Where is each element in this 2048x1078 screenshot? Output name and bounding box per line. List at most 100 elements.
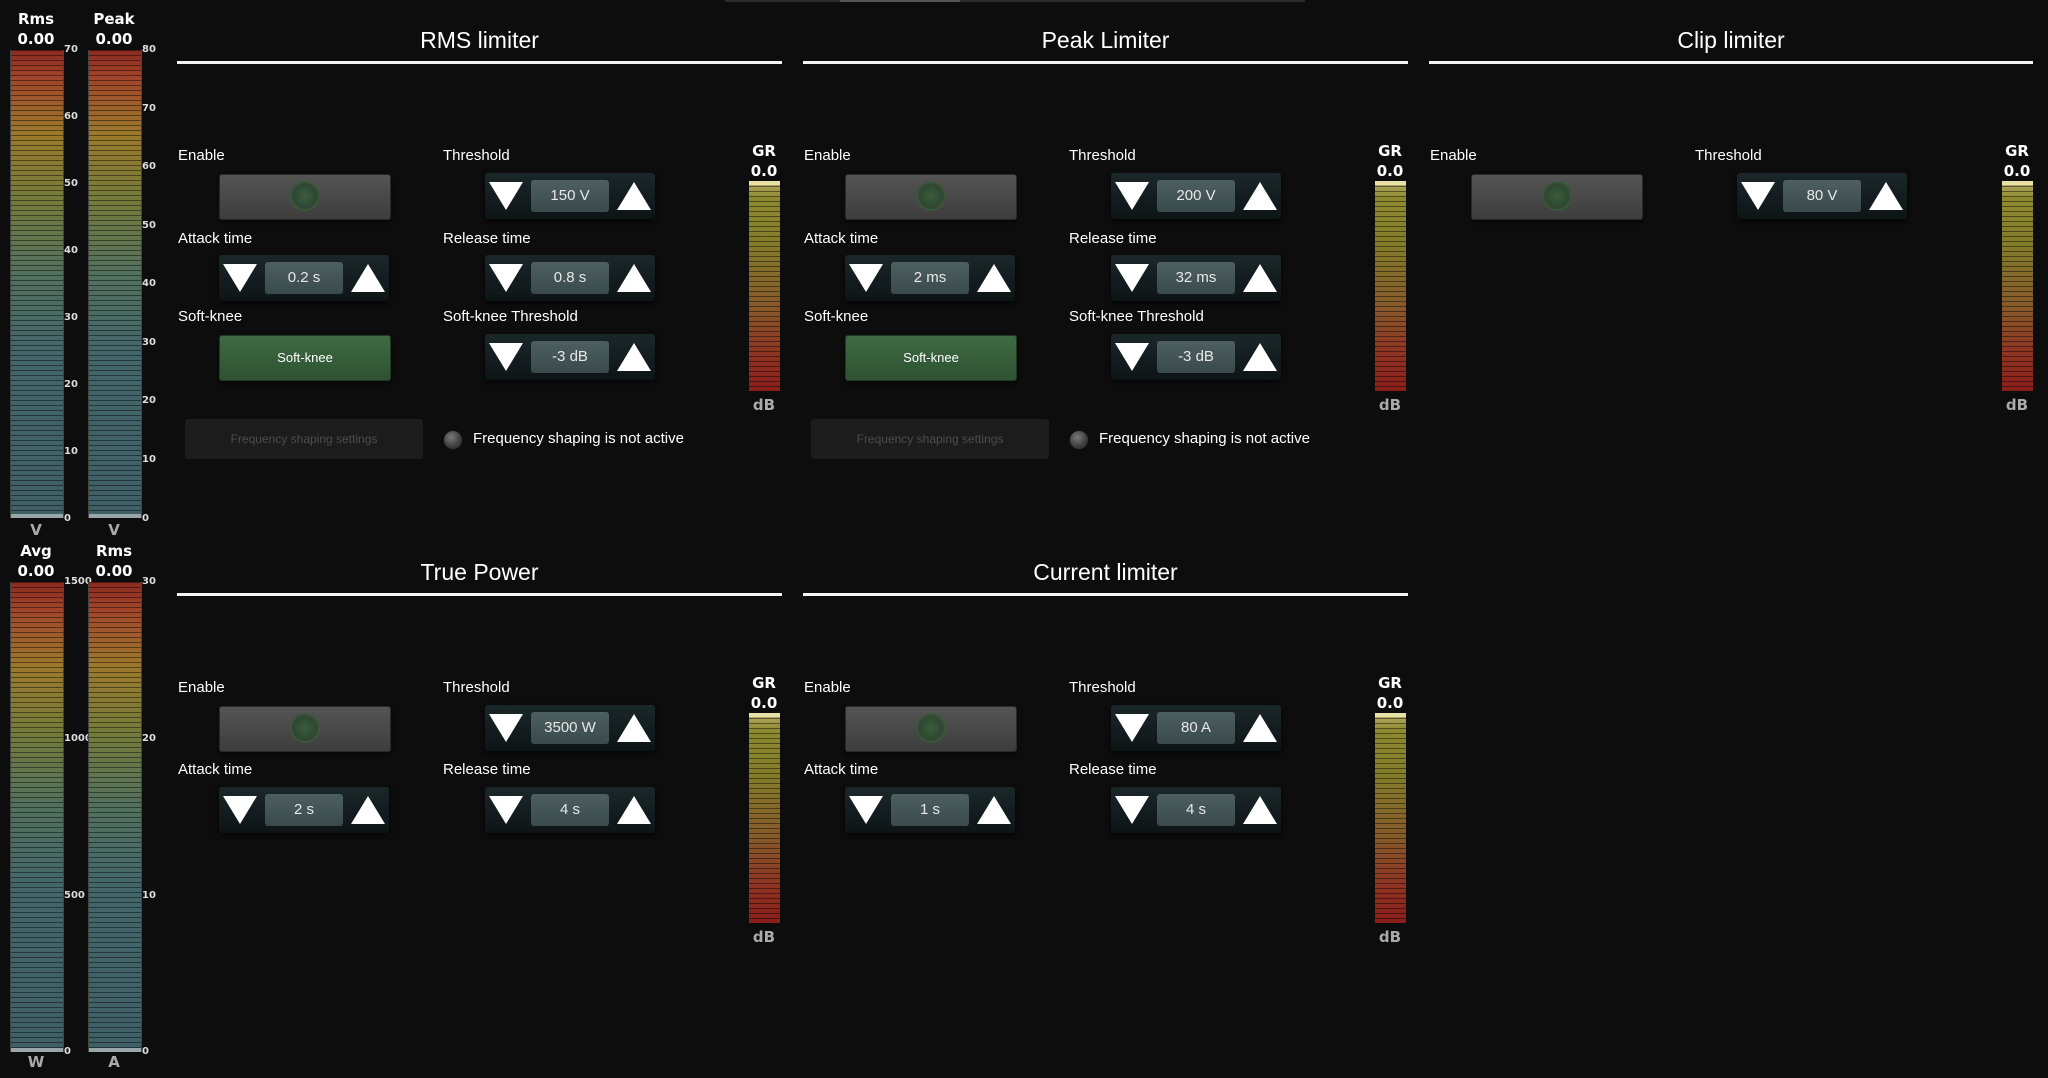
rms-attack-value[interactable]: 0.2 s	[265, 262, 343, 294]
cur-threshold-decrease-button[interactable]	[1115, 711, 1149, 745]
peak-gr-unit: dB	[1372, 396, 1408, 414]
peak-sk-threshold-value[interactable]: -3 dB	[1157, 341, 1235, 373]
tp-gr-unit: dB	[746, 928, 782, 946]
clip-enable-toggle[interactable]	[1471, 174, 1643, 220]
rms-gr-label: GR	[746, 141, 782, 161]
meter-rms-current-bar	[88, 582, 142, 1052]
tp-enable-label: Enable	[178, 679, 225, 696]
peak-attack-value[interactable]: 2 ms	[891, 262, 969, 294]
arrow-down-icon	[489, 264, 523, 292]
rms-threshold-increase-button[interactable]	[617, 179, 651, 213]
arrow-up-icon	[351, 264, 385, 292]
clip-threshold-stepper: 80 V	[1737, 173, 1907, 219]
tp-threshold-increase-button[interactable]	[617, 711, 651, 745]
cur-gain-reduction-meter: GR 0.0 dB	[1372, 673, 1408, 713]
cur-attack-increase-button[interactable]	[977, 793, 1011, 827]
peak-limiter-divider	[803, 61, 1408, 64]
peak-sk-threshold-label: Soft-knee Threshold	[1069, 308, 1204, 325]
arrow-up-icon	[617, 264, 651, 292]
peak-attack-increase-button[interactable]	[977, 261, 1011, 295]
tp-attack-value[interactable]: 2 s	[265, 794, 343, 826]
rms-release-decrease-button[interactable]	[489, 261, 523, 295]
peak-release-value[interactable]: 32 ms	[1157, 262, 1235, 294]
cur-attack-decrease-button[interactable]	[849, 793, 883, 827]
peak-release-increase-button[interactable]	[1243, 261, 1277, 295]
peak-threshold-decrease-button[interactable]	[1115, 179, 1149, 213]
meter-rms-voltage-label: Rms	[9, 9, 63, 29]
meter-scale-tick: 40	[64, 246, 78, 256]
peak-release-stepper: 32 ms	[1111, 255, 1281, 301]
arrow-down-icon	[1115, 796, 1149, 824]
arrow-up-icon	[1243, 182, 1277, 210]
meter-scale-tick: 30	[142, 338, 156, 348]
clip-gr-label: GR	[1999, 141, 2035, 161]
clip-limiter-divider	[1429, 61, 2033, 64]
rms-enable-toggle[interactable]	[219, 174, 391, 220]
meter-scale-tick: 10	[142, 455, 156, 465]
clip-threshold-decrease-button[interactable]	[1741, 179, 1775, 213]
meter-scale-tick: 80	[142, 45, 156, 55]
cur-threshold-stepper: 80 A	[1111, 705, 1281, 751]
meter-scale-tick: 0	[142, 1047, 149, 1057]
peak-attack-decrease-button[interactable]	[849, 261, 883, 295]
rms-softknee-button[interactable]: Soft-knee	[219, 335, 391, 381]
tp-threshold-value[interactable]: 3500 W	[531, 712, 609, 744]
rms-threshold-decrease-button[interactable]	[489, 179, 523, 213]
meter-avg-power-unit: W	[9, 1053, 63, 1071]
cur-threshold-increase-button[interactable]	[1243, 711, 1277, 745]
rms-attack-decrease-button[interactable]	[223, 261, 257, 295]
arrow-down-icon	[489, 182, 523, 210]
peak-threshold-value[interactable]: 200 V	[1157, 180, 1235, 212]
peak-release-label: Release time	[1069, 230, 1157, 247]
peak-frequency-shaping-button[interactable]: Frequency shaping settings	[811, 419, 1049, 459]
meter-rms-voltage-value: 0.00	[9, 29, 63, 49]
rms-release-increase-button[interactable]	[617, 261, 651, 295]
rms-threshold-value[interactable]: 150 V	[531, 180, 609, 212]
cur-enable-label: Enable	[804, 679, 851, 696]
rms-release-value[interactable]: 0.8 s	[531, 262, 609, 294]
rms-sk-threshold-value[interactable]: -3 dB	[531, 341, 609, 373]
rms-frequency-shaping-button[interactable]: Frequency shaping settings	[185, 419, 423, 459]
tp-threshold-decrease-button[interactable]	[489, 711, 523, 745]
rms-limiter-divider	[177, 61, 782, 64]
meter-rms-voltage-bar	[10, 50, 64, 518]
tp-release-increase-button[interactable]	[617, 793, 651, 827]
meter-scale-tick: 0	[64, 1047, 71, 1057]
cur-threshold-value[interactable]: 80 A	[1157, 712, 1235, 744]
tp-gr-value: 0.0	[746, 693, 782, 713]
peak-sk-threshold-decrease-button[interactable]	[1115, 340, 1149, 374]
peak-enable-toggle[interactable]	[845, 174, 1017, 220]
tp-release-decrease-button[interactable]	[489, 793, 523, 827]
cur-enable-toggle[interactable]	[845, 706, 1017, 752]
arrow-down-icon	[223, 264, 257, 292]
rms-frequency-shaping-status: Frequency shaping is not active	[473, 430, 684, 447]
peak-softknee-button[interactable]: Soft-knee	[845, 335, 1017, 381]
cur-threshold-label: Threshold	[1069, 679, 1136, 696]
meter-rms-current-value: 0.00	[87, 561, 141, 581]
arrow-down-icon	[1741, 182, 1775, 210]
cur-attack-value[interactable]: 1 s	[891, 794, 969, 826]
cur-gr-value: 0.0	[1372, 693, 1408, 713]
cur-release-value[interactable]: 4 s	[1157, 794, 1235, 826]
tp-attack-increase-button[interactable]	[351, 793, 385, 827]
clip-gr-value: 0.0	[1999, 161, 2035, 181]
cur-release-decrease-button[interactable]	[1115, 793, 1149, 827]
clip-threshold-value[interactable]: 80 V	[1783, 180, 1861, 212]
rms-attack-increase-button[interactable]	[351, 261, 385, 295]
tp-release-value[interactable]: 4 s	[531, 794, 609, 826]
rms-sk-threshold-increase-button[interactable]	[617, 340, 651, 374]
rms-sk-threshold-decrease-button[interactable]	[489, 340, 523, 374]
arrow-up-icon	[617, 714, 651, 742]
tp-attack-stepper: 2 s	[219, 787, 389, 833]
peak-release-decrease-button[interactable]	[1115, 261, 1149, 295]
cur-release-increase-button[interactable]	[1243, 793, 1277, 827]
peak-sk-threshold-increase-button[interactable]	[1243, 340, 1277, 374]
rms-threshold-label: Threshold	[443, 147, 510, 164]
meter-scale-tick: 10	[64, 447, 78, 457]
tp-attack-decrease-button[interactable]	[223, 793, 257, 827]
clip-threshold-increase-button[interactable]	[1869, 179, 1903, 213]
tp-enable-toggle[interactable]	[219, 706, 391, 752]
peak-threshold-stepper: 200 V	[1111, 173, 1281, 219]
peak-threshold-increase-button[interactable]	[1243, 179, 1277, 213]
meter-scale-tick: 60	[142, 162, 156, 172]
